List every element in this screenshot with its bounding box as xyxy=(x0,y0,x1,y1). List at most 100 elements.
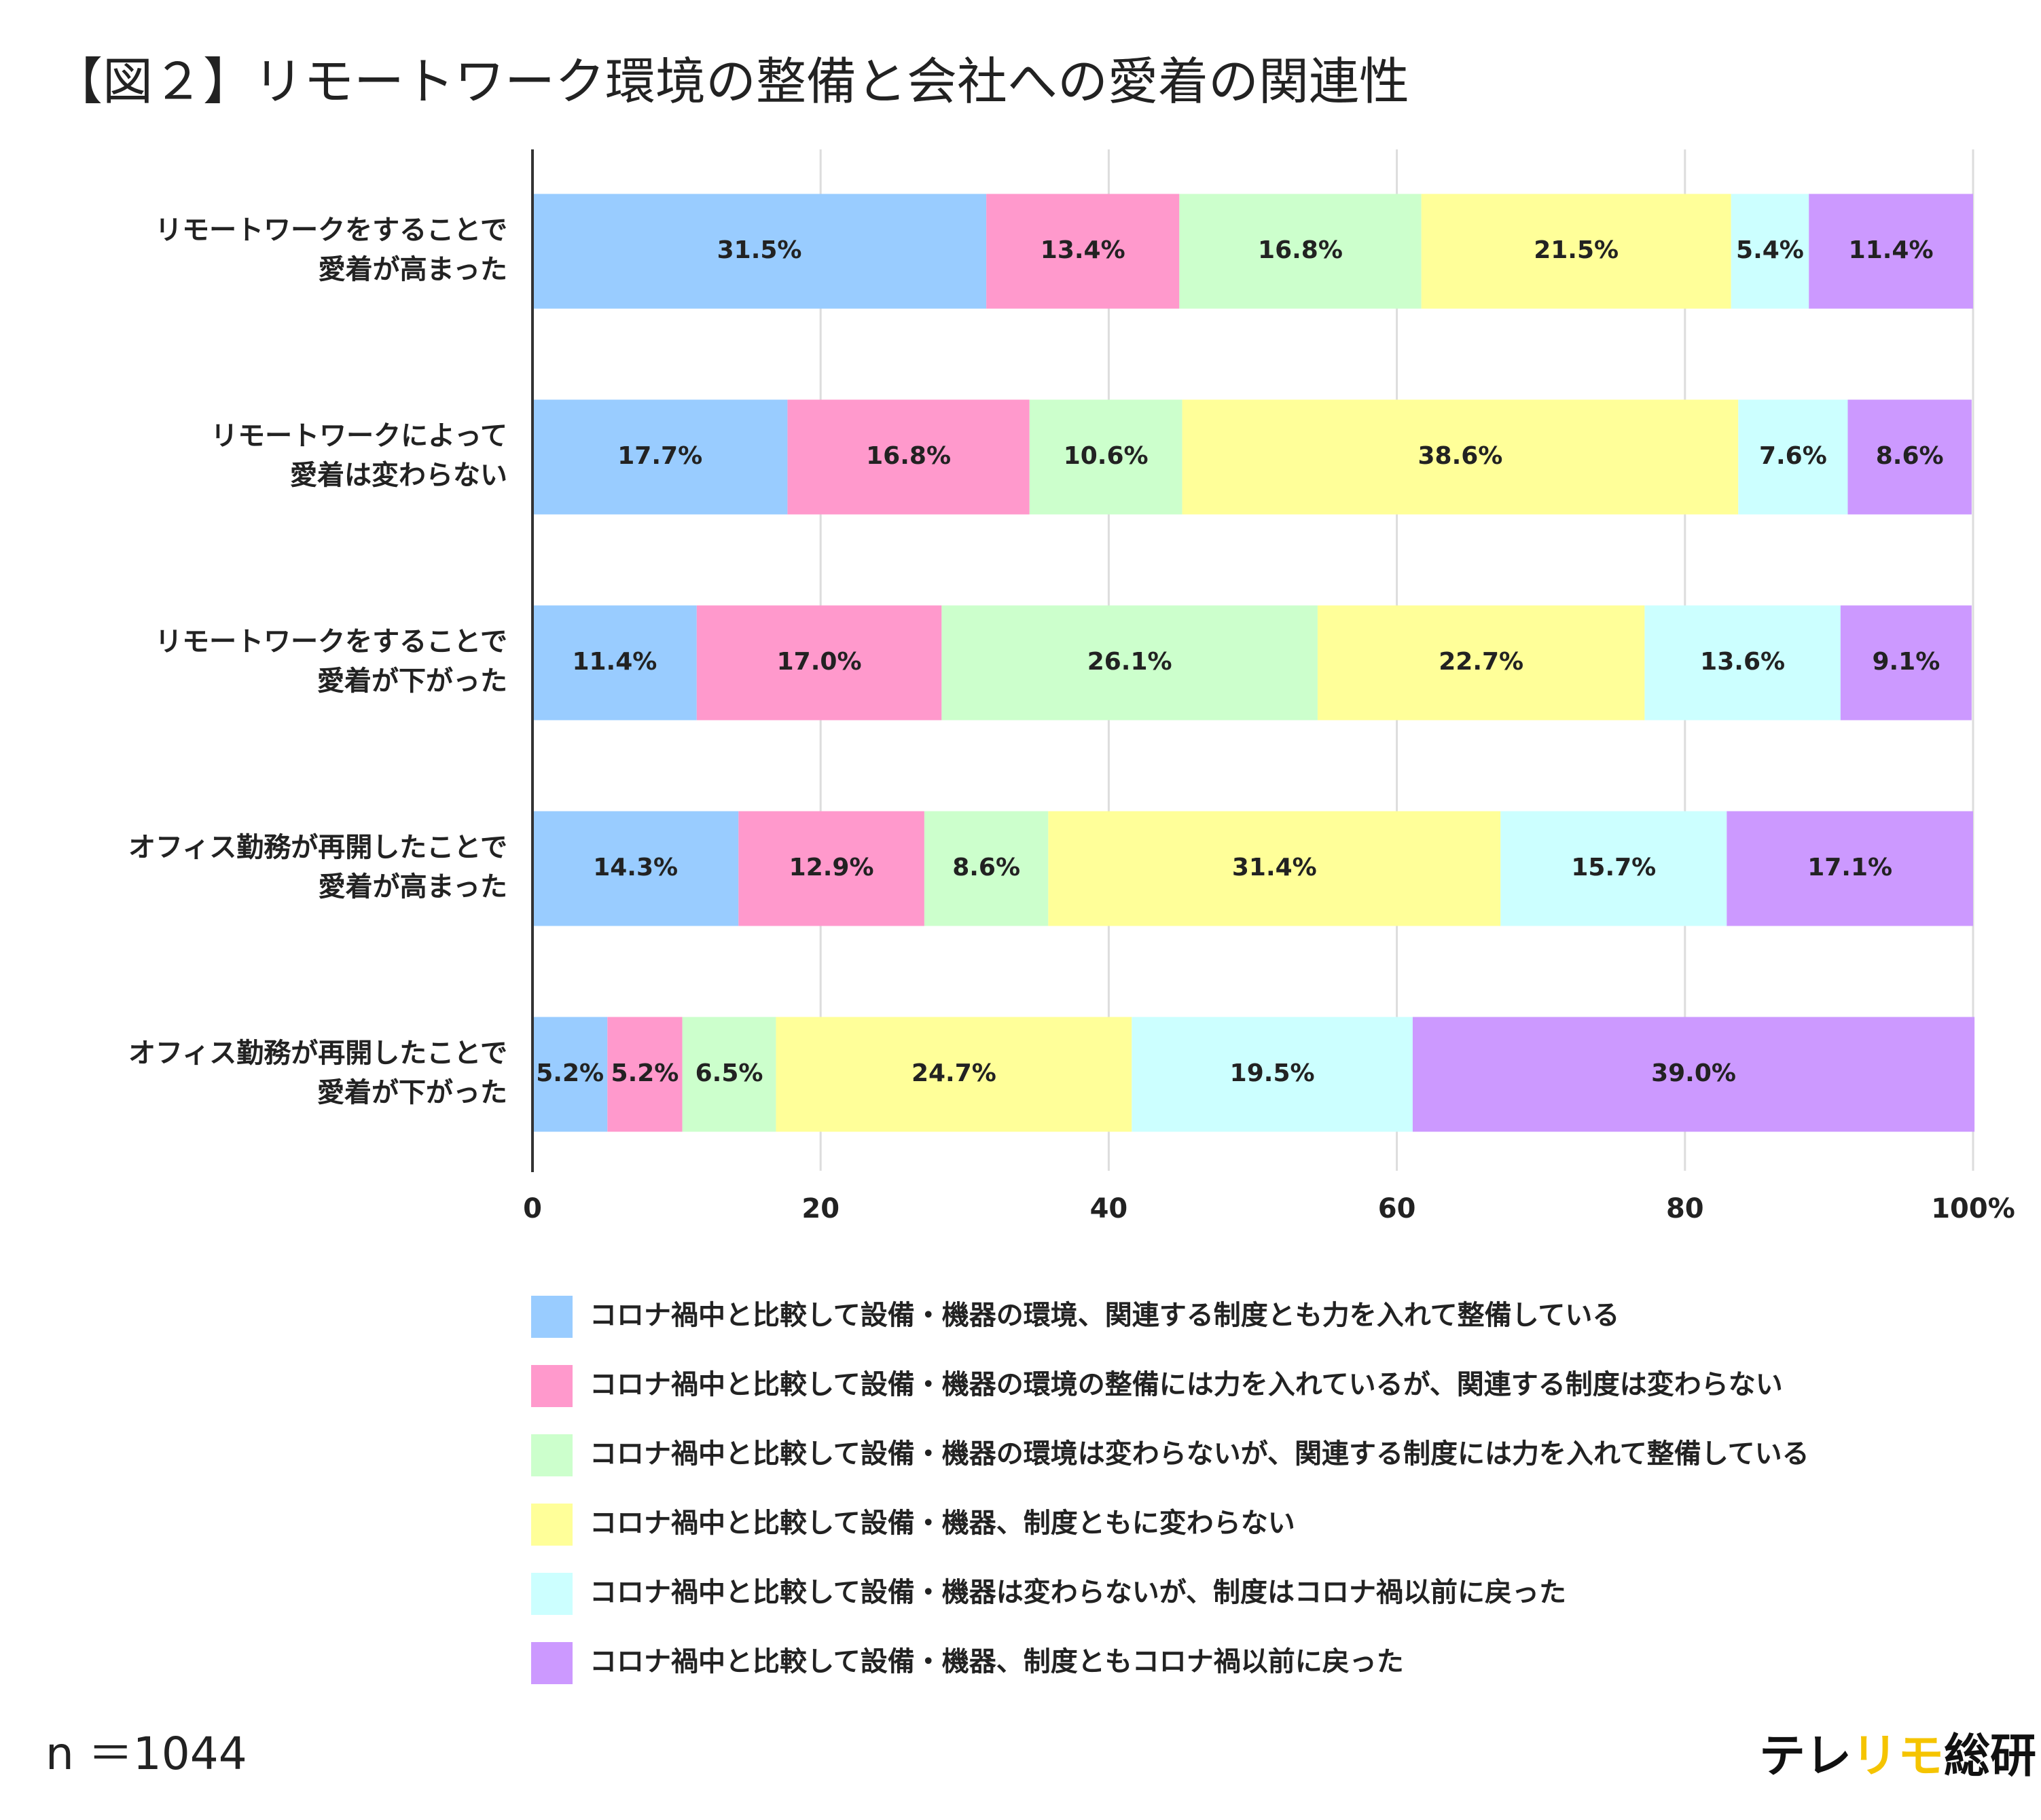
x-tick-label: 20 xyxy=(801,1193,839,1224)
x-tick-label: 80 xyxy=(1666,1193,1704,1224)
legend-label: コロナ禍中と比較して設備・機器、制度ともコロナ禍以前に戻った xyxy=(590,1646,1404,1677)
legend-label: コロナ禍中と比較して設備・機器は変わらないが、制度はコロナ禍以前に戻った xyxy=(590,1577,1566,1608)
data-label: 16.8% xyxy=(1258,236,1343,264)
data-label: 11.4% xyxy=(572,648,657,676)
bar-segment xyxy=(607,1017,683,1132)
y-tick-label-line: 愛着は変わらない xyxy=(290,460,507,491)
data-label: 17.0% xyxy=(777,648,862,676)
data-label: 10.6% xyxy=(1064,442,1149,470)
bar-segment xyxy=(738,811,924,926)
y-tick-label-line: オフィス勤務が再開したことで xyxy=(128,1038,507,1069)
data-label: 17.1% xyxy=(1807,854,1892,881)
legend-swatch xyxy=(531,1296,573,1338)
data-label: 5.2% xyxy=(536,1059,604,1087)
data-label: 17.7% xyxy=(617,442,702,470)
data-label: 6.5% xyxy=(696,1059,763,1087)
y-tick-label-line: リモートワークによって xyxy=(211,420,507,452)
bar-segment xyxy=(1132,1017,1413,1132)
bar-segment xyxy=(532,605,697,721)
y-tick-label: リモートワークによって愛着は変わらない xyxy=(211,420,507,491)
bar-segment xyxy=(532,194,987,309)
bar-segment xyxy=(1421,194,1731,309)
bar-segment xyxy=(1029,399,1182,515)
data-label: 38.6% xyxy=(1417,442,1502,470)
legend-swatch xyxy=(531,1434,573,1476)
legend-swatch xyxy=(531,1504,573,1546)
data-label: 31.5% xyxy=(717,236,802,264)
y-tick-label: リモートワークをすることで愛着が高まった xyxy=(155,215,507,285)
data-label: 8.6% xyxy=(952,854,1020,881)
bar-segment xyxy=(1731,194,1809,309)
data-label: 13.4% xyxy=(1041,236,1125,264)
data-label: 7.6% xyxy=(1759,442,1827,470)
y-tick-label-line: リモートワークをすることで xyxy=(155,626,507,657)
bar-segment xyxy=(1809,194,1973,309)
logo: テレリモ総研 xyxy=(1759,1730,2036,1783)
bar-segment xyxy=(1644,605,1841,721)
logo-part: 総研 xyxy=(1944,1730,2036,1783)
y-tick-label-line: オフィス勤務が再開したことで xyxy=(128,832,507,863)
legend-label: コロナ禍中と比較して設備・機器の環境は変わらないが、関連する制度には力を入れて整… xyxy=(590,1438,1809,1470)
logo-part: テレ xyxy=(1759,1730,1852,1783)
x-tick-label: 100% xyxy=(1931,1193,2015,1224)
y-tick-label-line: 愛着が高まった xyxy=(319,254,507,285)
bar-segment xyxy=(532,1017,608,1132)
bar-segment xyxy=(682,1017,776,1132)
legend-swatch xyxy=(531,1573,573,1615)
bar-segment xyxy=(986,194,1180,309)
x-tick-label: 0 xyxy=(523,1193,542,1224)
data-label: 24.7% xyxy=(911,1059,996,1087)
legend-label: コロナ禍中と比較して設備・機器の環境の整備には力を入れているが、関連する制度は変… xyxy=(590,1369,1783,1400)
legend-label: コロナ禍中と比較して設備・機器、制度ともに変わらない xyxy=(590,1508,1295,1539)
x-tick-label: 40 xyxy=(1090,1193,1128,1224)
logo-part: リモ xyxy=(1852,1730,1944,1783)
bar-segment xyxy=(1412,1017,1975,1132)
y-tick-label: リモートワークをすることで愛着が下がった xyxy=(155,626,507,697)
chart-title: 【図２】リモートワーク環境の整備と会社への愛着の関連性 xyxy=(52,53,1409,111)
data-label: 9.1% xyxy=(1872,648,1940,676)
y-tick-label: オフィス勤務が再開したことで愛着が下がった xyxy=(128,1038,507,1108)
bar-segment xyxy=(941,605,1318,721)
bar-segment xyxy=(696,605,942,721)
bar-segment xyxy=(776,1017,1132,1132)
data-label: 22.7% xyxy=(1439,648,1523,676)
bar-segment xyxy=(1048,811,1501,926)
y-tick-label-line: 愛着が高まった xyxy=(319,871,507,903)
data-label: 5.2% xyxy=(611,1059,679,1087)
bar-segment xyxy=(532,399,788,515)
bars xyxy=(532,194,1975,1132)
bar-segment xyxy=(1847,399,1972,515)
bar-segment xyxy=(1500,811,1727,926)
data-label: 5.4% xyxy=(1736,236,1804,264)
bar-segment xyxy=(1179,194,1422,309)
bar-segment xyxy=(1840,605,1972,721)
y-tick-label-line: リモートワークをすることで xyxy=(155,215,507,246)
data-label: 8.6% xyxy=(1876,442,1944,470)
data-label: 26.1% xyxy=(1087,648,1172,676)
y-tick-label-line: 愛着が下がった xyxy=(317,1077,507,1108)
data-label: 16.8% xyxy=(866,442,951,470)
data-label: 11.4% xyxy=(1849,236,1934,264)
note: n ＝1044 xyxy=(46,1728,247,1780)
data-label: 15.7% xyxy=(1571,854,1656,881)
data-label: 31.4% xyxy=(1232,854,1317,881)
data-label: 13.6% xyxy=(1700,648,1785,676)
y-tick-label-line: 愛着が下がった xyxy=(317,666,507,697)
data-label: 14.3% xyxy=(593,854,678,881)
x-tick-label: 60 xyxy=(1378,1193,1416,1224)
bar-segment xyxy=(787,399,1030,515)
legend-label: コロナ禍中と比較して設備・機器の環境、関連する制度とも力を入れて整備している xyxy=(590,1300,1619,1331)
bar-segment xyxy=(1727,811,1973,926)
data-label: 12.9% xyxy=(789,854,874,881)
data-label: 39.0% xyxy=(1651,1059,1736,1087)
bar-segment xyxy=(1182,399,1739,515)
data-label: 19.5% xyxy=(1230,1059,1315,1087)
bar-segment xyxy=(924,811,1049,926)
legend-swatch xyxy=(531,1642,573,1684)
data-label: 21.5% xyxy=(1534,236,1619,264)
bar-segment xyxy=(1317,605,1645,721)
bar-segment xyxy=(532,811,739,926)
legend-swatch xyxy=(531,1365,573,1407)
y-tick-label: オフィス勤務が再開したことで愛着が高まった xyxy=(128,832,507,903)
